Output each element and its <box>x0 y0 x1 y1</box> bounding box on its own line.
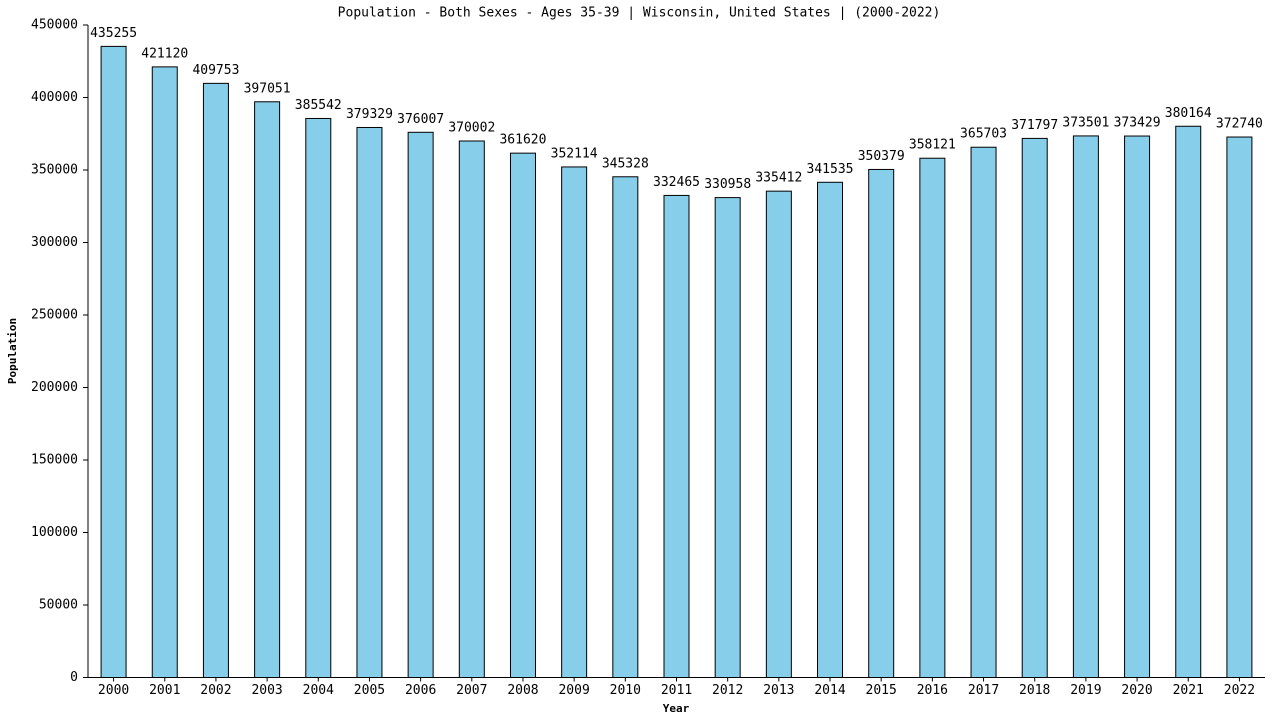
x-tick-label: 2014 <box>814 683 845 698</box>
x-tick-label: 2015 <box>866 683 897 698</box>
bar <box>1175 125 1202 678</box>
bar <box>151 66 178 679</box>
y-tick-label: 200000 <box>31 380 78 395</box>
x-tick-label: 2004 <box>303 683 334 698</box>
bar <box>202 82 229 678</box>
chart-title: Population - Both Sexes - Ages 35-39 | W… <box>338 6 941 21</box>
bar <box>254 101 281 678</box>
bar <box>714 197 741 678</box>
x-tick-label: 2021 <box>1173 683 1204 698</box>
x-tick-label: 2018 <box>1019 683 1050 698</box>
x-tick-label: 2010 <box>610 683 641 698</box>
x-axis-label: Year <box>663 702 690 715</box>
bar <box>561 166 588 678</box>
data-label: 361620 <box>499 133 546 148</box>
bar <box>970 146 997 678</box>
data-label: 373501 <box>1062 115 1109 130</box>
data-label: 421120 <box>141 46 188 61</box>
bar <box>765 190 792 679</box>
data-label: 352114 <box>551 146 598 161</box>
y-tick-label: 250000 <box>31 308 78 323</box>
bar <box>919 157 946 678</box>
x-tick-label: 2011 <box>661 683 692 698</box>
y-tick-label: 400000 <box>31 90 78 105</box>
x-tick-label: 2017 <box>968 683 999 698</box>
data-label: 409753 <box>192 63 239 78</box>
x-tick-label: 2009 <box>558 683 589 698</box>
x-tick-label: 2005 <box>354 683 385 698</box>
bar <box>1072 135 1099 679</box>
y-tick-label: 450000 <box>31 18 78 33</box>
y-tick-label: 0 <box>70 670 78 685</box>
bar <box>100 45 127 678</box>
data-label: 365703 <box>960 127 1007 142</box>
data-label: 358121 <box>909 138 956 153</box>
x-tick-label: 2020 <box>1121 683 1152 698</box>
data-label: 376007 <box>397 112 444 127</box>
y-tick-label: 350000 <box>31 163 78 178</box>
x-tick-label: 2001 <box>149 683 180 698</box>
data-label: 372740 <box>1216 117 1263 132</box>
data-label: 435255 <box>90 26 137 41</box>
x-tick-label: 2008 <box>507 683 538 698</box>
bar <box>1124 135 1151 678</box>
x-tick-label: 2013 <box>763 683 794 698</box>
x-tick-label: 2012 <box>712 683 743 698</box>
y-tick-label: 100000 <box>31 525 78 540</box>
x-tick-label: 2016 <box>917 683 948 698</box>
data-label: 341535 <box>807 162 854 177</box>
x-tick-label: 2002 <box>200 683 231 698</box>
data-label: 332465 <box>653 175 700 190</box>
data-label: 350379 <box>858 149 905 164</box>
x-tick-label: 2006 <box>405 683 436 698</box>
x-tick-label: 2007 <box>456 683 487 698</box>
bar <box>868 168 895 679</box>
bar <box>1226 136 1253 679</box>
y-axis-label: Population <box>6 318 19 384</box>
data-label: 335412 <box>755 171 802 186</box>
x-tick-label: 2019 <box>1070 683 1101 698</box>
data-label: 370002 <box>448 120 495 135</box>
y-tick-label: 50000 <box>39 598 78 613</box>
bar <box>817 181 844 678</box>
y-tick-label: 150000 <box>31 453 78 468</box>
y-tick-label: 300000 <box>31 235 78 250</box>
x-tick-label: 2000 <box>98 683 129 698</box>
bar <box>305 117 332 678</box>
bar <box>458 140 485 679</box>
data-label: 371797 <box>1011 118 1058 133</box>
bar <box>509 152 536 678</box>
bar <box>407 131 434 678</box>
bar <box>612 176 639 678</box>
data-label: 380164 <box>1165 106 1212 121</box>
x-tick-label: 2022 <box>1224 683 1255 698</box>
x-tick-label: 2003 <box>251 683 282 698</box>
bar <box>1021 137 1048 678</box>
data-label: 373429 <box>1114 116 1161 131</box>
bar <box>663 194 690 678</box>
data-label: 397051 <box>244 81 291 96</box>
data-label: 345328 <box>602 156 649 171</box>
data-label: 330958 <box>704 177 751 192</box>
data-label: 385542 <box>295 98 342 113</box>
data-label: 379329 <box>346 107 393 122</box>
bar <box>356 126 383 678</box>
